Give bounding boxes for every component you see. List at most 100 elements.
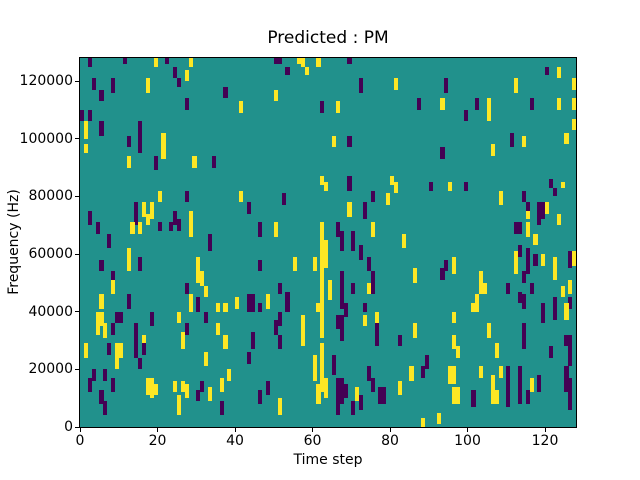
heatmap-cell <box>440 268 445 280</box>
heatmap-cell <box>215 303 220 312</box>
heatmap-cell <box>525 202 530 211</box>
heatmap-cell <box>568 377 573 393</box>
y-tick-mark <box>75 195 79 197</box>
heatmap-cell <box>452 366 457 384</box>
heatmap-cell <box>382 386 387 404</box>
heatmap-cell <box>142 202 147 217</box>
heatmap-cell <box>87 210 92 226</box>
heatmap-cell <box>320 222 325 306</box>
heatmap-cell <box>145 377 151 396</box>
heatmap-cell <box>498 366 503 378</box>
heatmap-cell <box>91 369 96 381</box>
heatmap-cell <box>529 377 534 393</box>
heatmap-cell <box>138 222 143 234</box>
heatmap-cell <box>393 78 399 90</box>
x-tick-label: 20 <box>148 433 167 449</box>
y-tick-label: 100000 <box>19 130 73 147</box>
heatmap-cell <box>517 222 523 234</box>
heatmap-cell <box>320 101 325 113</box>
y-tick-label: 40000 <box>28 303 73 320</box>
heatmap-cell <box>370 190 375 203</box>
heatmap-cell <box>184 383 189 399</box>
heatmap-cell <box>111 271 116 283</box>
heatmap-cell <box>316 58 321 67</box>
heatmap-cell <box>440 98 445 110</box>
heatmap-cell <box>521 294 526 309</box>
heatmap-cell <box>421 418 426 427</box>
heatmap-cell <box>227 369 232 381</box>
heatmap-cell <box>324 181 329 191</box>
heatmap-cell <box>351 230 356 252</box>
heatmap-cell <box>99 311 104 327</box>
heatmap-cell <box>281 193 286 206</box>
heatmap-cell <box>188 294 193 312</box>
heatmap-cell <box>126 135 131 148</box>
heatmap-cell <box>452 256 457 275</box>
heatmap-cell <box>223 334 228 350</box>
heatmap-cell <box>541 202 546 220</box>
heatmap-cell <box>552 256 557 280</box>
heatmap-cell <box>126 156 131 168</box>
heatmap-cell <box>91 78 96 90</box>
heatmap-cell <box>366 256 371 272</box>
heatmap-cell <box>223 303 228 312</box>
heatmap-cell <box>111 78 116 93</box>
heatmap-cell <box>475 98 480 110</box>
heatmap-cell <box>180 380 185 393</box>
x-tick-label: 60 <box>303 433 322 449</box>
heatmap-cell <box>339 271 344 283</box>
heatmap-cell <box>401 233 406 249</box>
heatmap-cell <box>545 202 550 214</box>
heatmap-cell <box>397 380 402 396</box>
heatmap-cell <box>235 297 240 309</box>
heatmap-cell <box>366 282 371 295</box>
heatmap-cell <box>386 193 391 206</box>
heatmap-cell <box>196 297 201 312</box>
heatmap-cell <box>184 69 189 82</box>
heatmap-cell <box>176 78 182 87</box>
heatmap-cell <box>165 58 170 64</box>
heatmap-cell <box>335 377 340 416</box>
heatmap-cell <box>114 357 120 370</box>
heatmap-cell <box>173 66 178 79</box>
heatmap-cell <box>390 176 395 185</box>
heatmap-cell <box>413 323 418 338</box>
heatmap-cell <box>161 132 166 159</box>
heatmap-cell <box>300 314 306 347</box>
x-tick-mark <box>79 428 81 432</box>
heatmap-cell <box>176 219 182 231</box>
heatmap-cell <box>103 401 108 416</box>
heatmap-cell <box>99 389 104 404</box>
heatmap-cell <box>258 303 263 312</box>
heatmap-cell <box>277 282 282 295</box>
heatmap-cell <box>277 334 282 350</box>
heatmap-cell <box>99 259 104 272</box>
heatmap-cell <box>316 303 321 312</box>
heatmap-cell <box>122 58 127 64</box>
heatmap-cell <box>173 380 178 393</box>
heatmap-cell <box>359 245 364 260</box>
heatmap-cell <box>548 346 554 358</box>
heatmap-cell <box>545 66 550 76</box>
heatmap-cell <box>238 101 244 113</box>
heatmap-cell <box>548 179 554 188</box>
heatmap-cell <box>455 386 461 404</box>
heatmap-cell <box>421 366 426 378</box>
heatmap-cell <box>370 271 375 295</box>
heatmap-cell <box>444 78 449 93</box>
heatmap-cell <box>409 366 414 381</box>
heatmap-cell <box>347 181 352 191</box>
heatmap-cell <box>378 386 383 404</box>
heatmap-cell <box>130 222 135 234</box>
heatmap-cell <box>486 323 492 338</box>
heatmap-cell <box>339 314 344 341</box>
heatmap-cell <box>138 141 143 154</box>
heatmap-cell <box>483 282 488 295</box>
heatmap-cell <box>490 144 495 157</box>
heatmap-cell <box>111 279 116 295</box>
heatmap-cell <box>111 323 116 335</box>
heatmap-cell <box>196 256 201 283</box>
heatmap-cell <box>111 377 116 393</box>
heatmap-cell <box>173 210 178 226</box>
